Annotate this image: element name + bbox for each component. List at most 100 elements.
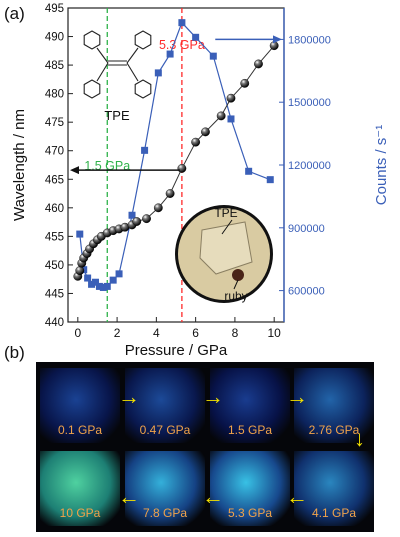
photo-pressure-label: 2.76 GPa: [308, 423, 360, 437]
wavelength-point: [75, 266, 85, 276]
ruby-pointer: [233, 279, 239, 290]
fluorescence-photo: 5.3 GPa: [210, 451, 290, 526]
wavelength-point: [132, 217, 142, 226]
counts-point: [166, 50, 174, 58]
y-right-tick-label: 1200000: [288, 160, 331, 172]
x-tick-label: 10: [268, 326, 282, 340]
panel-a-label: (a): [4, 4, 25, 23]
counts-point: [266, 176, 274, 184]
y-left-tick-label: 465: [45, 174, 64, 186]
tpe-pointer: [221, 219, 233, 235]
wavelength-point: [177, 164, 187, 173]
benzene-ring: [134, 79, 152, 99]
sequence-arrow-icon: ←: [202, 484, 224, 509]
counts-point: [84, 274, 92, 282]
counts-point: [91, 278, 99, 286]
fluorescence-photo: 10 GPa: [40, 451, 120, 526]
bond: [96, 47, 109, 64]
photo-pressure-label: 0.1 GPa: [57, 423, 103, 437]
y-right-axis-label: Counts / s⁻¹: [373, 125, 390, 205]
tpe-crystal: [199, 221, 253, 275]
y-left-tick-label: 440: [45, 317, 64, 329]
y-left-tick-label: 485: [45, 60, 64, 72]
x-tick-label: 2: [114, 326, 121, 340]
y-right-tick-label: 600000: [288, 286, 325, 298]
counts-point: [178, 19, 186, 27]
inset-tpe-label: TPE: [214, 206, 237, 220]
right-axis-arrow-head: [273, 35, 282, 44]
left-axis-arrow-head: [70, 166, 79, 175]
fluorescence-photo: 0.1 GPa: [40, 368, 120, 443]
sequence-arrow-icon: →: [286, 384, 308, 409]
tpe-molecule-label: TPE: [104, 108, 130, 123]
counts-point: [192, 33, 200, 41]
counts-point: [103, 282, 111, 290]
y-left-tick-label: 455: [45, 231, 64, 243]
y-left-axis-label: Wavelength / nm: [11, 109, 28, 221]
counts-point: [76, 230, 84, 238]
wavelength-point: [165, 189, 175, 198]
y-left-tick-label: 470: [45, 146, 64, 158]
photo-strip: 0.1 GPa 0.47 GPa 1.5 GPa 2.76 GPa 10 GPa 7.8 …: [36, 362, 374, 532]
counts-point: [141, 146, 149, 154]
wavelength-point: [254, 59, 263, 69]
sequence-arrow-icon: →: [118, 384, 140, 409]
y-left-tick-label: 445: [45, 288, 64, 300]
y-right-tick-label: 1500000: [288, 97, 331, 109]
sequence-arrow-icon: ←: [286, 484, 308, 509]
x-tick-label: 4: [153, 326, 160, 340]
fluorescence-photo: 4.1 GPa: [294, 451, 374, 526]
sequence-arrow-icon: ↓: [354, 426, 365, 451]
photo-pressure-label: 7.8 GPa: [142, 506, 188, 520]
fluorescence-photo: 2.76 GPa: [294, 368, 374, 443]
counts-point: [245, 167, 253, 175]
counts-point: [209, 52, 217, 60]
x-tick-label: 8: [232, 326, 239, 340]
wavelength-point: [153, 203, 163, 213]
benzene-ring: [83, 79, 101, 99]
counts-point: [99, 283, 107, 291]
y-right-tick-label: 1800000: [288, 34, 331, 46]
fluorescence-photo: 0.47 GPa: [125, 368, 205, 443]
y-left-tick-label: 490: [45, 32, 64, 44]
photo-pressure-label: 0.47 GPa: [139, 423, 191, 437]
wavelength-point: [226, 93, 236, 103]
photo-pressure-label: 10 GPa: [59, 506, 101, 520]
fluorescence-photo: 7.8 GPa: [125, 451, 205, 526]
ruby-crystal: [232, 269, 244, 281]
x-axis-label: Pressure / GPa: [125, 342, 228, 359]
counts-point: [128, 211, 136, 219]
y-left-tick-label: 475: [45, 117, 64, 129]
y-left-tick-label: 460: [45, 203, 64, 215]
inset-ruby-label: ruby: [224, 289, 247, 303]
chart-plot-area: 0 2 4 6 8 10 440 445 450 455 460 465 470 475 480 485 490…: [11, 3, 390, 359]
counts-point: [88, 280, 96, 288]
bond: [96, 62, 109, 82]
wavelength-point: [201, 127, 210, 137]
x-tick-label: 0: [74, 326, 81, 340]
wavelength-point: [142, 214, 151, 224]
tpe-molecule-icon: [83, 30, 152, 99]
bond: [126, 47, 139, 64]
counts-point: [227, 115, 235, 123]
counts-point: [109, 276, 117, 284]
counts-point: [154, 69, 162, 77]
wavelength-point: [191, 137, 201, 147]
photo-pressure-label: 5.3 GPa: [227, 506, 273, 520]
counts-point: [95, 282, 103, 290]
wavelength-point: [240, 78, 250, 88]
fluorescence-photo: 1.5 GPa: [210, 368, 290, 443]
photo-pressure-label: 4.1 GPa: [311, 506, 357, 520]
y-left-tick-label: 480: [45, 89, 64, 101]
y-left-tick-label: 495: [45, 3, 64, 15]
sequence-arrow-icon: →: [202, 384, 224, 409]
benzene-ring: [134, 30, 152, 50]
counts-point: [115, 270, 123, 278]
bond: [126, 62, 139, 82]
y-right-tick-label: 900000: [288, 223, 325, 235]
panel-b-label: (b): [4, 343, 25, 362]
x-tick-label: 6: [192, 326, 199, 340]
wavelength-point: [216, 111, 226, 121]
y-left-tick-label: 450: [45, 260, 64, 272]
